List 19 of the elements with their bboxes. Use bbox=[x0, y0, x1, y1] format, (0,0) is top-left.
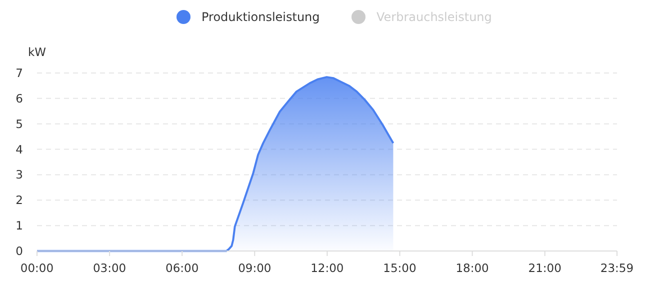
y-tick-label: 3 bbox=[16, 168, 23, 182]
x-tick-label: 06:00 bbox=[166, 261, 199, 275]
y-tick-label: 1 bbox=[16, 218, 23, 233]
x-tick-label: 09:00 bbox=[238, 261, 272, 275]
x-tick-label: 15:00 bbox=[383, 261, 416, 275]
x-tick-label: 21:00 bbox=[528, 261, 562, 275]
y-axis-title: kW bbox=[28, 45, 46, 59]
x-tick-label: 23:59 bbox=[600, 261, 634, 275]
y-tick-label: 5 bbox=[16, 116, 23, 131]
x-tick-label: 03:00 bbox=[92, 261, 126, 275]
y-tick-label: 0 bbox=[16, 244, 23, 258]
y-tick-label: 2 bbox=[16, 193, 23, 208]
legend-label: Produktionsleistung bbox=[202, 10, 320, 24]
x-tick-label: 12:00 bbox=[310, 261, 344, 275]
x-tick-label: 00:00 bbox=[20, 261, 54, 275]
y-tick-label: 7 bbox=[16, 66, 23, 80]
x-tick-label: 18:00 bbox=[456, 261, 489, 275]
y-tick-label: 4 bbox=[16, 142, 23, 156]
y-tick-label: 6 bbox=[16, 91, 23, 106]
